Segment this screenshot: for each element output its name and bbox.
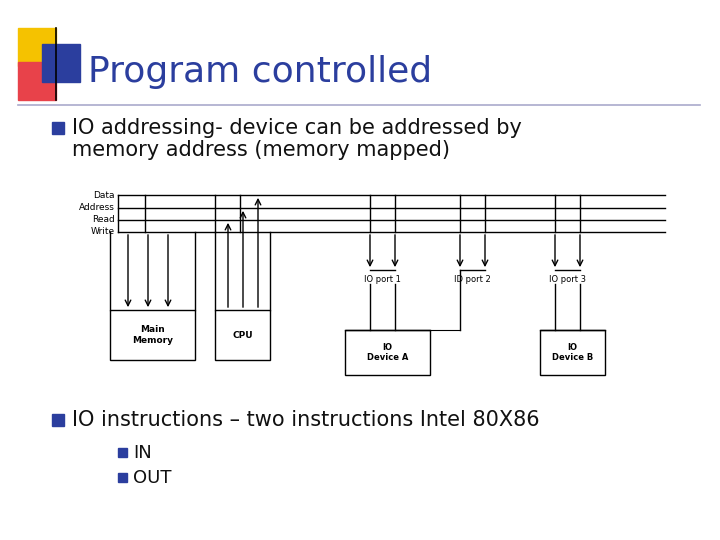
- Text: IO port 1: IO port 1: [364, 275, 401, 284]
- Bar: [52, 414, 64, 426]
- Bar: [18, 28, 56, 66]
- Text: Data: Data: [94, 191, 115, 199]
- Text: memory address (memory mapped): memory address (memory mapped): [72, 140, 450, 160]
- Text: IO addressing- device can be addressed by: IO addressing- device can be addressed b…: [72, 118, 522, 138]
- Text: Write: Write: [91, 227, 115, 237]
- Bar: [118, 473, 127, 482]
- Text: Read: Read: [92, 215, 115, 225]
- Text: IO port 3: IO port 3: [549, 275, 586, 284]
- Text: OUT: OUT: [133, 469, 171, 487]
- Bar: [540, 330, 605, 375]
- Text: Main
Memory: Main Memory: [132, 325, 173, 345]
- Bar: [345, 330, 430, 375]
- Text: IO
Device B: IO Device B: [552, 343, 593, 362]
- Bar: [42, 44, 80, 82]
- Bar: [118, 448, 127, 457]
- Text: ID port 2: ID port 2: [454, 275, 491, 284]
- Text: CPU: CPU: [232, 330, 253, 340]
- Bar: [215, 310, 270, 360]
- Bar: [110, 310, 195, 360]
- Text: IO instructions – two instructions Intel 80X86: IO instructions – two instructions Intel…: [72, 410, 539, 430]
- Text: IN: IN: [133, 444, 152, 462]
- Bar: [18, 62, 56, 100]
- Text: Program controlled: Program controlled: [88, 55, 432, 89]
- Text: Address: Address: [79, 204, 115, 213]
- Bar: [52, 122, 64, 134]
- Text: IO
Device A: IO Device A: [366, 343, 408, 362]
